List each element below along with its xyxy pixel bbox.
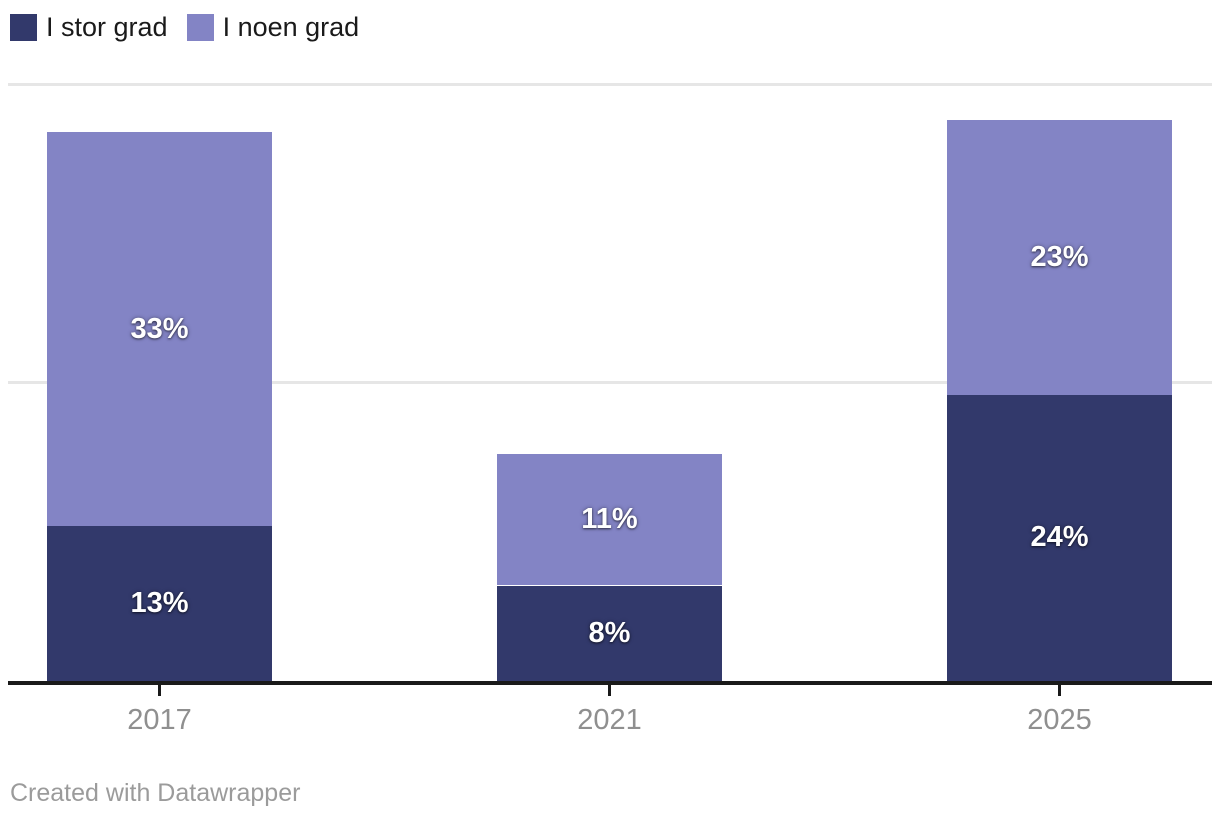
- legend: I stor grad I noen grad: [10, 13, 359, 42]
- value-label-2017-i-noen-grad: 33%: [130, 312, 189, 345]
- x-axis-label-2017: 2017: [127, 704, 192, 736]
- value-label-2025-i-stor-grad: 24%: [1030, 521, 1089, 554]
- datawrapper-credit-link[interactable]: Created with Datawrapper: [10, 779, 301, 807]
- bar-segment-2017-i-noen-grad: 33%: [47, 132, 272, 526]
- value-label-2021-i-stor-grad: 8%: [588, 616, 631, 649]
- bar-segment-2025-i-stor-grad: 24%: [947, 394, 1172, 681]
- x-axis-tick-2025: [1058, 685, 1061, 696]
- legend-item-i-stor-grad: I stor grad: [10, 13, 168, 42]
- x-axis-label-2025: 2025: [1027, 704, 1092, 736]
- bar-segment-2021-i-stor-grad: 8%: [497, 585, 722, 681]
- bar-segment-2017-i-stor-grad: 13%: [47, 525, 272, 681]
- value-label-2021-i-noen-grad: 11%: [581, 503, 638, 536]
- value-label-2017-i-stor-grad: 13%: [130, 586, 189, 619]
- legend-label-i-stor-grad: I stor grad: [46, 12, 168, 42]
- legend-label-i-noen-grad: I noen grad: [222, 12, 360, 42]
- value-label-2025-i-noen-grad: 23%: [1030, 240, 1089, 273]
- x-axis-line: [8, 681, 1212, 685]
- legend-swatch-i-stor-grad: [10, 14, 37, 41]
- bar-segment-2021-i-noen-grad: 11%: [497, 454, 722, 586]
- x-axis-label-2021: 2021: [577, 704, 642, 736]
- bar-segment-2025-i-noen-grad: 23%: [947, 120, 1172, 395]
- legend-swatch-i-noen-grad: [186, 14, 214, 41]
- x-axis-tick-2017: [158, 685, 161, 696]
- gridline-50: [8, 83, 1212, 86]
- legend-item-i-noen-grad: I noen grad: [186, 12, 360, 42]
- x-axis-tick-2021: [608, 685, 611, 696]
- gridline-25: [8, 381, 1212, 384]
